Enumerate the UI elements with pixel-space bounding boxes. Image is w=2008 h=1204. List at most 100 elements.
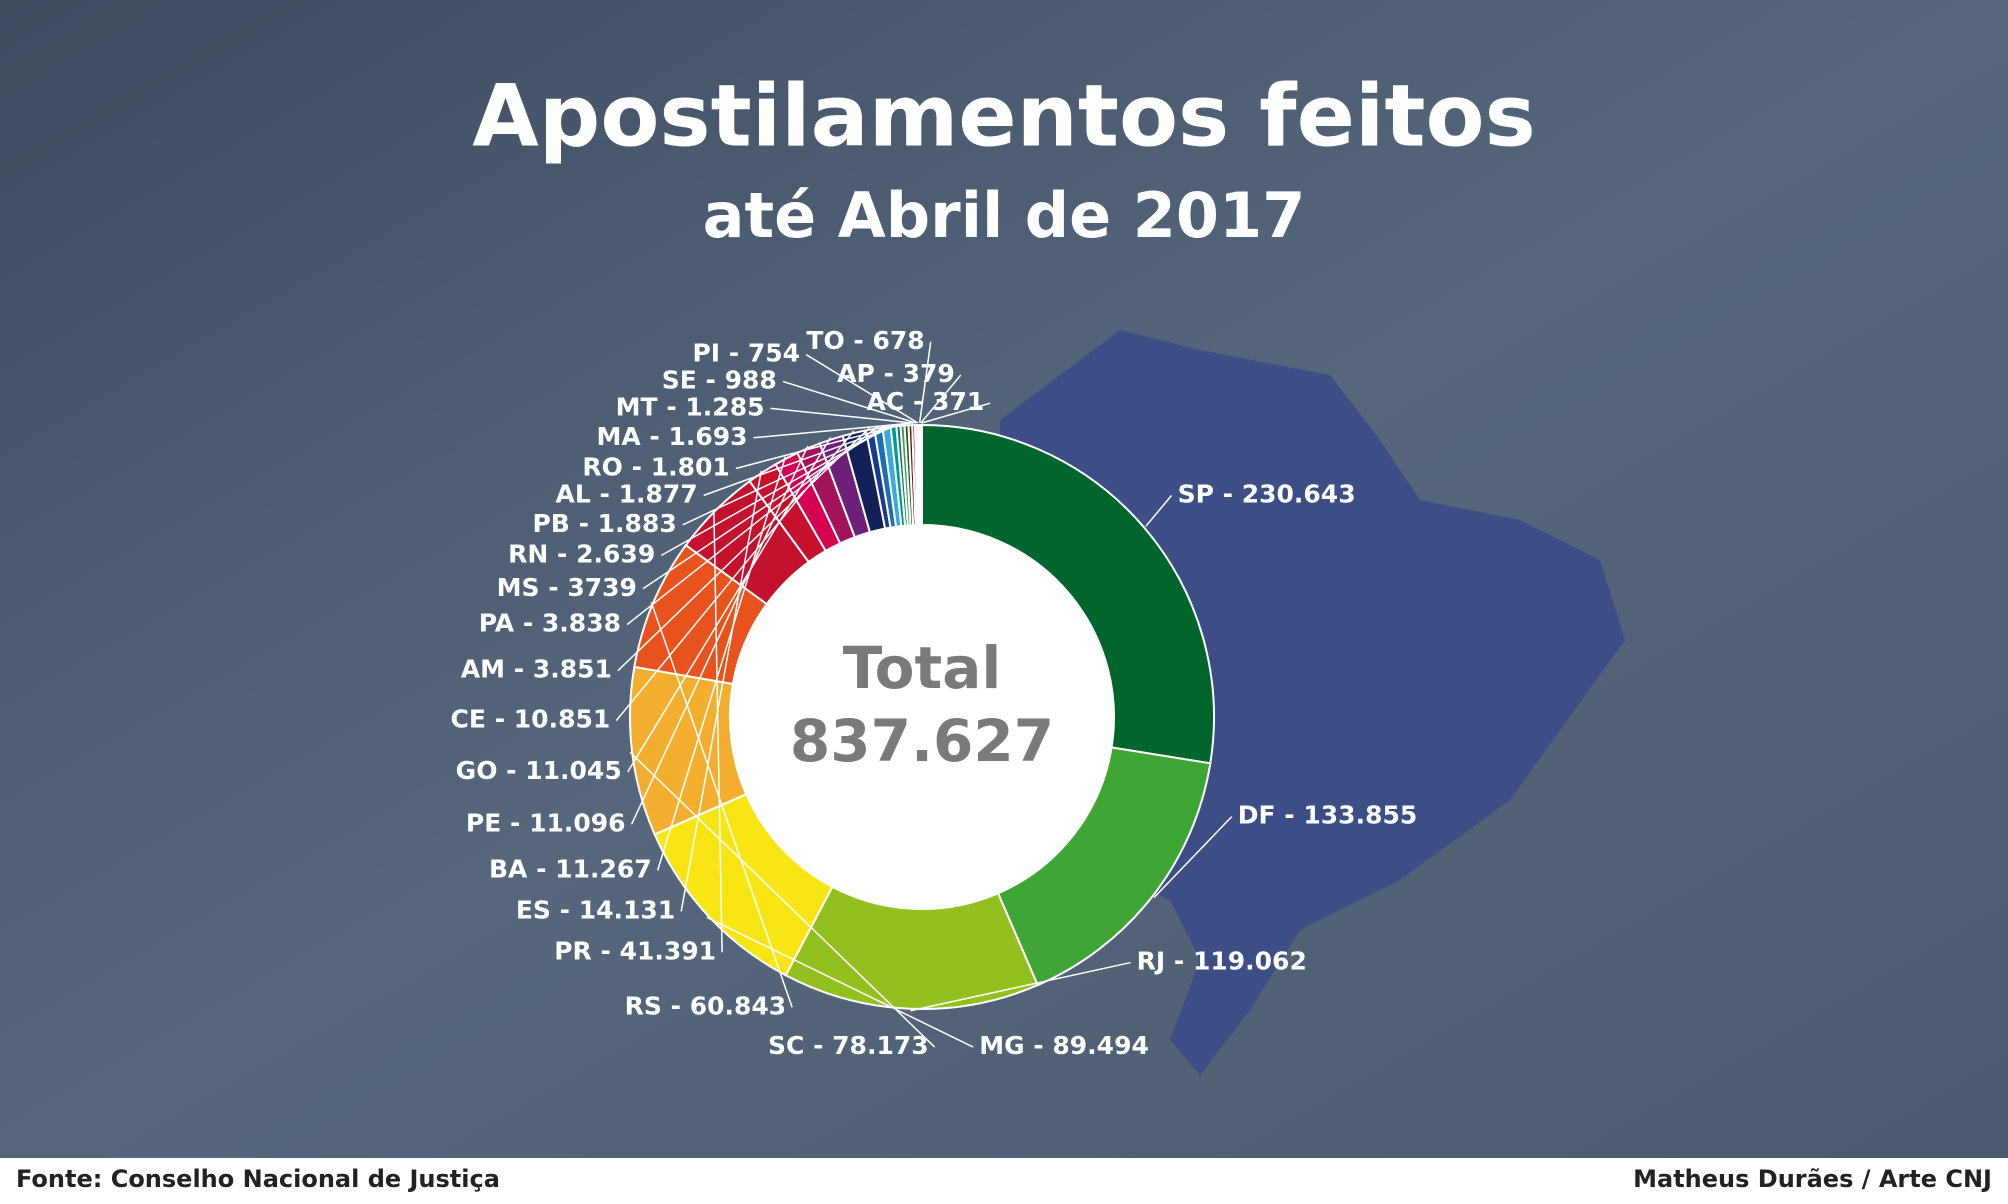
slice-label: AP - 379 — [837, 359, 955, 388]
label-value: 41.391 — [620, 936, 716, 965]
leader-line — [921, 402, 991, 424]
label-separator: - — [904, 387, 932, 416]
label-separator: - — [591, 479, 619, 508]
leader-line — [782, 380, 917, 424]
label-separator: - — [540, 573, 568, 602]
label-category: MS — [497, 573, 540, 602]
leader-line — [910, 961, 1131, 1012]
label-category: PA — [479, 609, 515, 638]
total-label: 837.627 — [790, 707, 1054, 775]
label-separator: - — [875, 359, 903, 388]
slice-label: AM - 3.851 — [461, 655, 612, 684]
label-category: AL — [556, 479, 591, 508]
label-category: SC — [768, 1031, 804, 1060]
label-value: 119.062 — [1193, 947, 1307, 976]
label-value: 371 — [932, 387, 984, 416]
label-value: 678 — [873, 326, 925, 355]
label-category: MA — [596, 422, 641, 451]
leader-line — [735, 422, 907, 470]
label-category: AM — [461, 655, 505, 684]
label-value: 60.843 — [690, 991, 786, 1020]
label-category: RS — [625, 991, 662, 1020]
label-separator: - — [1276, 801, 1304, 830]
label-separator: - — [1025, 1031, 1053, 1060]
slice-label: SP - 230.643 — [1178, 479, 1356, 508]
leader-line — [713, 509, 723, 953]
leader-line — [805, 353, 919, 424]
label-value: 379 — [903, 359, 955, 388]
leader-line — [615, 430, 855, 722]
leader-line — [706, 916, 974, 1048]
label-separator: - — [845, 326, 873, 355]
leader-line — [630, 445, 809, 825]
leader-line — [650, 602, 793, 1008]
label-value: 11.267 — [555, 854, 651, 883]
label-value: 14.131 — [579, 895, 675, 924]
slice-label: ES - 14.131 — [516, 895, 675, 924]
leader-line — [1153, 816, 1233, 899]
slice-label: DF - 133.855 — [1238, 801, 1418, 830]
leader-line — [629, 751, 936, 1048]
label-value: 3.851 — [533, 655, 612, 684]
label-separator: - — [658, 392, 686, 421]
credit: Matheus Durães / Arte CNJ — [1633, 1165, 1992, 1193]
label-value: 89.494 — [1052, 1031, 1148, 1060]
leader-line — [753, 422, 911, 439]
label-value: 78.173 — [832, 1031, 928, 1060]
labels: SP - 230.643 DF - 133.855 RJ - 119.062 MG -… — [451, 326, 1418, 1060]
label-category: PR — [554, 936, 592, 965]
slice-label: MT - 1.285 — [616, 392, 765, 421]
label-category: PE — [466, 808, 501, 837]
label-separator: - — [720, 339, 748, 368]
label-category: AP — [837, 359, 875, 388]
slice-label: RN - 2.639 — [508, 540, 655, 569]
slice-label: GO - 11.045 — [456, 756, 622, 785]
label-separator: - — [697, 365, 725, 394]
leader-line — [770, 407, 914, 424]
slice — [920, 423, 923, 527]
slice-label: CE - 10.851 — [451, 705, 611, 734]
label-separator: - — [570, 509, 598, 538]
slice-label: MS - 3739 — [497, 573, 637, 602]
label-separator: - — [662, 991, 690, 1020]
label-category: RN — [508, 540, 548, 569]
leader-line — [1145, 494, 1173, 527]
leader-line — [642, 424, 887, 590]
label-value: 1.877 — [619, 479, 698, 508]
label-separator: - — [514, 609, 542, 638]
leader-line — [656, 456, 787, 871]
label-value: 10.851 — [514, 705, 610, 734]
label-category: ES — [516, 895, 551, 924]
label-value: 11.045 — [525, 756, 621, 785]
label-value: 988 — [725, 365, 777, 394]
label-separator: - — [1214, 479, 1242, 508]
label-category: GO — [456, 756, 498, 785]
label-value: 754 — [748, 339, 800, 368]
label-separator: - — [623, 452, 651, 481]
label-value: 1.883 — [598, 509, 677, 538]
leader-line — [660, 423, 894, 557]
label-value: 1.693 — [669, 422, 748, 451]
slice-label: BA - 11.267 — [489, 854, 652, 883]
slice-label: SC - 78.173 — [768, 1031, 929, 1060]
label-separator: - — [592, 936, 620, 965]
label-category: DF — [1238, 801, 1276, 830]
label-category: CE — [451, 705, 486, 734]
label-value: 2.639 — [576, 540, 655, 569]
footer — [0, 1158, 2008, 1200]
label-category: MG — [979, 1031, 1024, 1060]
source: Fonte: Conselho Nacional de Justiça — [16, 1165, 500, 1193]
label-value: 3739 — [567, 573, 637, 602]
label-category: RO — [582, 452, 623, 481]
slice-label: SE - 988 — [662, 365, 777, 394]
chart-title: Apostilamentos feitos — [472, 66, 1536, 166]
label-separator: - — [548, 540, 576, 569]
leader-line — [617, 427, 871, 672]
slice-label: PB - 1.883 — [532, 509, 676, 538]
label-category: PI — [692, 339, 720, 368]
label-separator: - — [527, 854, 555, 883]
label-category: AC — [867, 387, 905, 416]
leader-line — [703, 422, 903, 497]
slice-label: PE - 11.096 — [466, 808, 626, 837]
